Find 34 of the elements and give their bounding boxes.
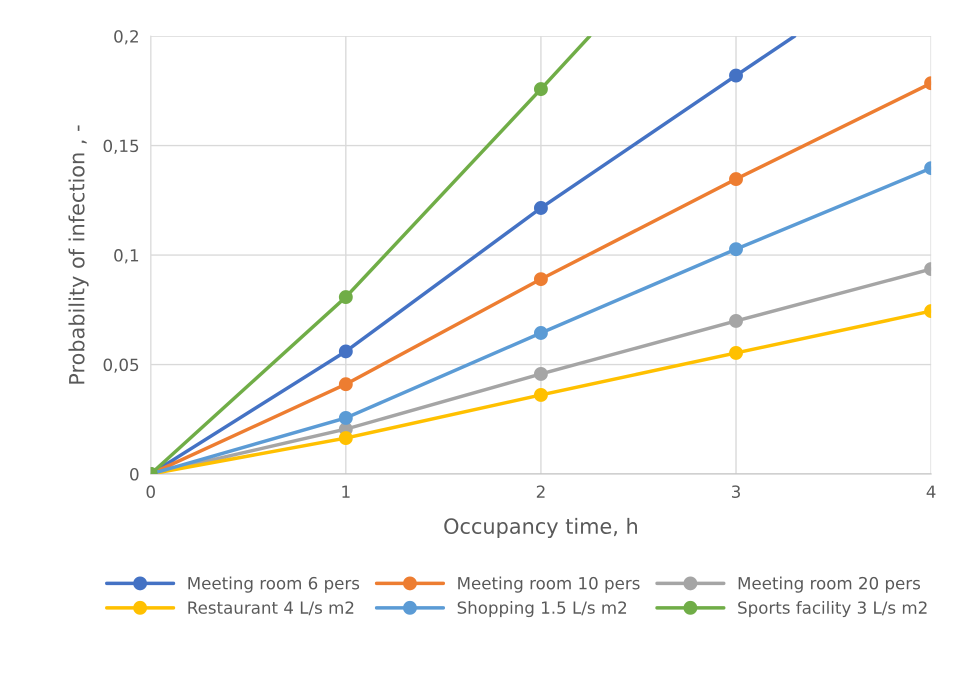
point	[338, 377, 353, 392]
point	[729, 314, 743, 328]
legend-label: Meeting room 20 pers	[738, 576, 920, 593]
x-tick-label: 3	[732, 485, 740, 498]
x-tick-label: 2	[536, 485, 545, 498]
legend-label: Shopping 1.5 L/s m2	[458, 601, 626, 618]
y-tick-label: 0,1	[114, 249, 138, 264]
point	[729, 242, 743, 256]
x-tick-label: 4	[926, 486, 936, 498]
y-tick-label: 0,05	[104, 358, 138, 373]
point	[534, 326, 548, 340]
point	[338, 290, 353, 304]
point	[338, 431, 353, 446]
point	[729, 68, 743, 82]
y-tick-label: 0,2	[114, 30, 138, 44]
legend-label: Meeting room 6 pers	[188, 576, 360, 593]
point	[338, 344, 353, 358]
y-tick-label: 0,15	[104, 140, 138, 154]
x-axis-title: Occupancy time, h	[444, 518, 637, 538]
point	[534, 388, 548, 402]
point	[338, 411, 353, 425]
y-tick-label: 0	[130, 468, 139, 481]
point	[534, 201, 548, 215]
point	[534, 82, 548, 96]
point	[534, 366, 548, 381]
legend-label: Restaurant 4 L/s m2	[188, 601, 354, 616]
legend-label: Meeting room 10 pers	[458, 576, 640, 593]
point	[729, 172, 743, 186]
x-tick-label: 0	[146, 485, 155, 498]
legend-label: Sports facility 3 L/s m2	[738, 601, 927, 618]
point	[729, 346, 743, 360]
point	[534, 272, 548, 286]
y-axis-title: Probability of infection , -	[68, 125, 89, 384]
x-tick-label: 1	[342, 486, 350, 498]
